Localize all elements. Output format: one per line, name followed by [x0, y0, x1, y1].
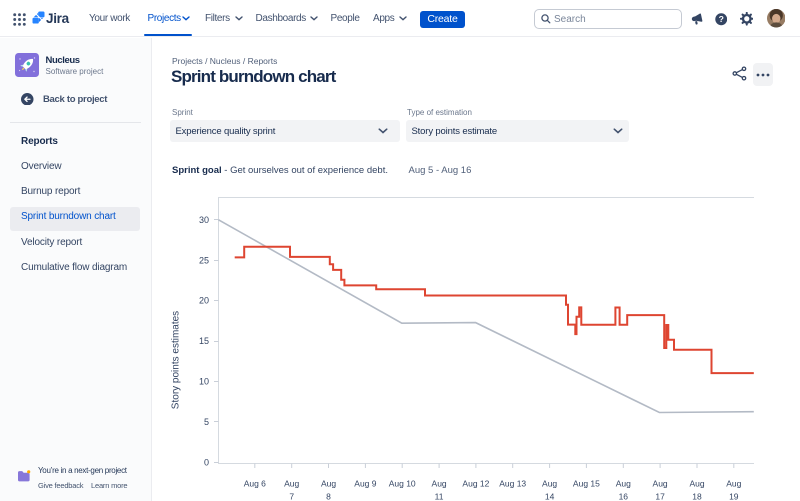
svg-text:19: 19 [729, 492, 739, 501]
svg-text:18: 18 [692, 492, 702, 501]
svg-text:Story points estimates: Story points estimates [171, 311, 182, 409]
svg-text:Aug: Aug [616, 479, 631, 489]
svg-text:17: 17 [655, 492, 665, 501]
svg-text:Aug: Aug [653, 479, 668, 489]
svg-text:Aug 10: Aug 10 [389, 479, 416, 489]
svg-text:Aug 12: Aug 12 [462, 479, 489, 489]
svg-text:Aug: Aug [284, 479, 299, 489]
svg-text:7: 7 [289, 492, 294, 501]
svg-text:11: 11 [435, 492, 444, 501]
svg-text:?: ? [718, 14, 723, 24]
svg-text:Aug 15: Aug 15 [573, 479, 600, 489]
svg-text:30: 30 [199, 215, 209, 225]
svg-text:Aug 9: Aug 9 [354, 479, 376, 489]
svg-text:15: 15 [199, 336, 209, 346]
svg-text:Aug: Aug [726, 479, 741, 489]
svg-text:Aug 6: Aug 6 [244, 479, 266, 489]
svg-text:25: 25 [199, 255, 209, 265]
svg-text:10: 10 [199, 377, 209, 387]
svg-text:Aug 13: Aug 13 [499, 479, 526, 489]
svg-text:16: 16 [619, 492, 629, 501]
svg-text:5: 5 [204, 417, 209, 427]
svg-text:14: 14 [545, 492, 555, 501]
svg-text:0: 0 [204, 457, 209, 467]
svg-text:20: 20 [199, 296, 209, 306]
svg-text:Aug: Aug [432, 479, 447, 489]
svg-text:Aug: Aug [689, 479, 704, 489]
svg-text:Aug: Aug [542, 479, 557, 489]
svg-text:Aug: Aug [321, 479, 336, 489]
svg-text:8: 8 [326, 492, 331, 501]
